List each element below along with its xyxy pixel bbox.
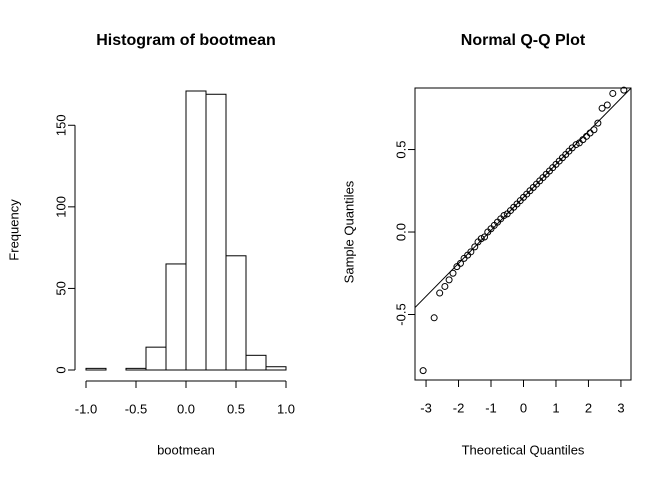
bar (165, 263, 187, 371)
y-tick-label: 0.0 (393, 223, 408, 241)
x-tick-label: -0.5 (125, 401, 147, 416)
x-tick-label: 0.5 (227, 401, 245, 416)
y-tick-label: 0 (53, 366, 68, 373)
point (449, 269, 457, 277)
point (590, 126, 598, 134)
plot-area (415, 88, 631, 308)
x-tick-label: -1.0 (75, 401, 97, 416)
y-tick-label: 150 (53, 114, 68, 136)
y-tick-label: -0.5 (393, 303, 408, 325)
point (477, 235, 485, 243)
bar (205, 93, 227, 371)
x-tick-label: 1.0 (277, 401, 295, 416)
x-tick-label: 3 (617, 400, 624, 415)
bar (125, 367, 147, 371)
point (603, 101, 611, 109)
point (620, 86, 628, 94)
point (430, 314, 438, 322)
point (598, 104, 606, 112)
point (436, 289, 444, 297)
bar (245, 354, 267, 371)
point (467, 248, 475, 256)
point (481, 233, 489, 241)
point (583, 132, 591, 140)
x-axis-label: Theoretical Quantiles (462, 442, 585, 457)
chart-title: Histogram of bootmean (96, 32, 276, 49)
y-tick-label: 50 (53, 281, 68, 295)
point (500, 212, 508, 220)
x-tick-label: -1 (485, 400, 497, 415)
x-tick-label: 1 (552, 400, 559, 415)
bar (185, 90, 207, 371)
point (471, 243, 479, 251)
point (419, 367, 427, 375)
point (586, 129, 594, 137)
point (456, 259, 464, 267)
bar (225, 255, 247, 371)
bar (85, 367, 107, 371)
y-axis-label: Sample Quantiles (341, 180, 356, 283)
y-axis-label: Frequency (6, 199, 21, 261)
y-tick-label: 0.5 (393, 140, 408, 158)
bar (265, 366, 287, 371)
x-tick-label: -2 (453, 400, 465, 415)
chart-title: Normal Q-Q Plot (461, 32, 586, 49)
x-tick-label: 0.0 (177, 401, 195, 416)
point (445, 276, 453, 284)
x-tick-label: 0 (520, 400, 527, 415)
point (594, 119, 602, 127)
point (441, 282, 449, 290)
bar (145, 346, 167, 371)
reference-line (415, 88, 631, 308)
x-axis-label: bootmean (157, 442, 215, 457)
x-tick-label: 2 (585, 400, 592, 415)
point (572, 141, 580, 149)
x-tick-label: -3 (420, 400, 432, 415)
point (609, 89, 617, 97)
y-tick-label: 100 (53, 196, 68, 218)
plot-box (414, 87, 632, 381)
